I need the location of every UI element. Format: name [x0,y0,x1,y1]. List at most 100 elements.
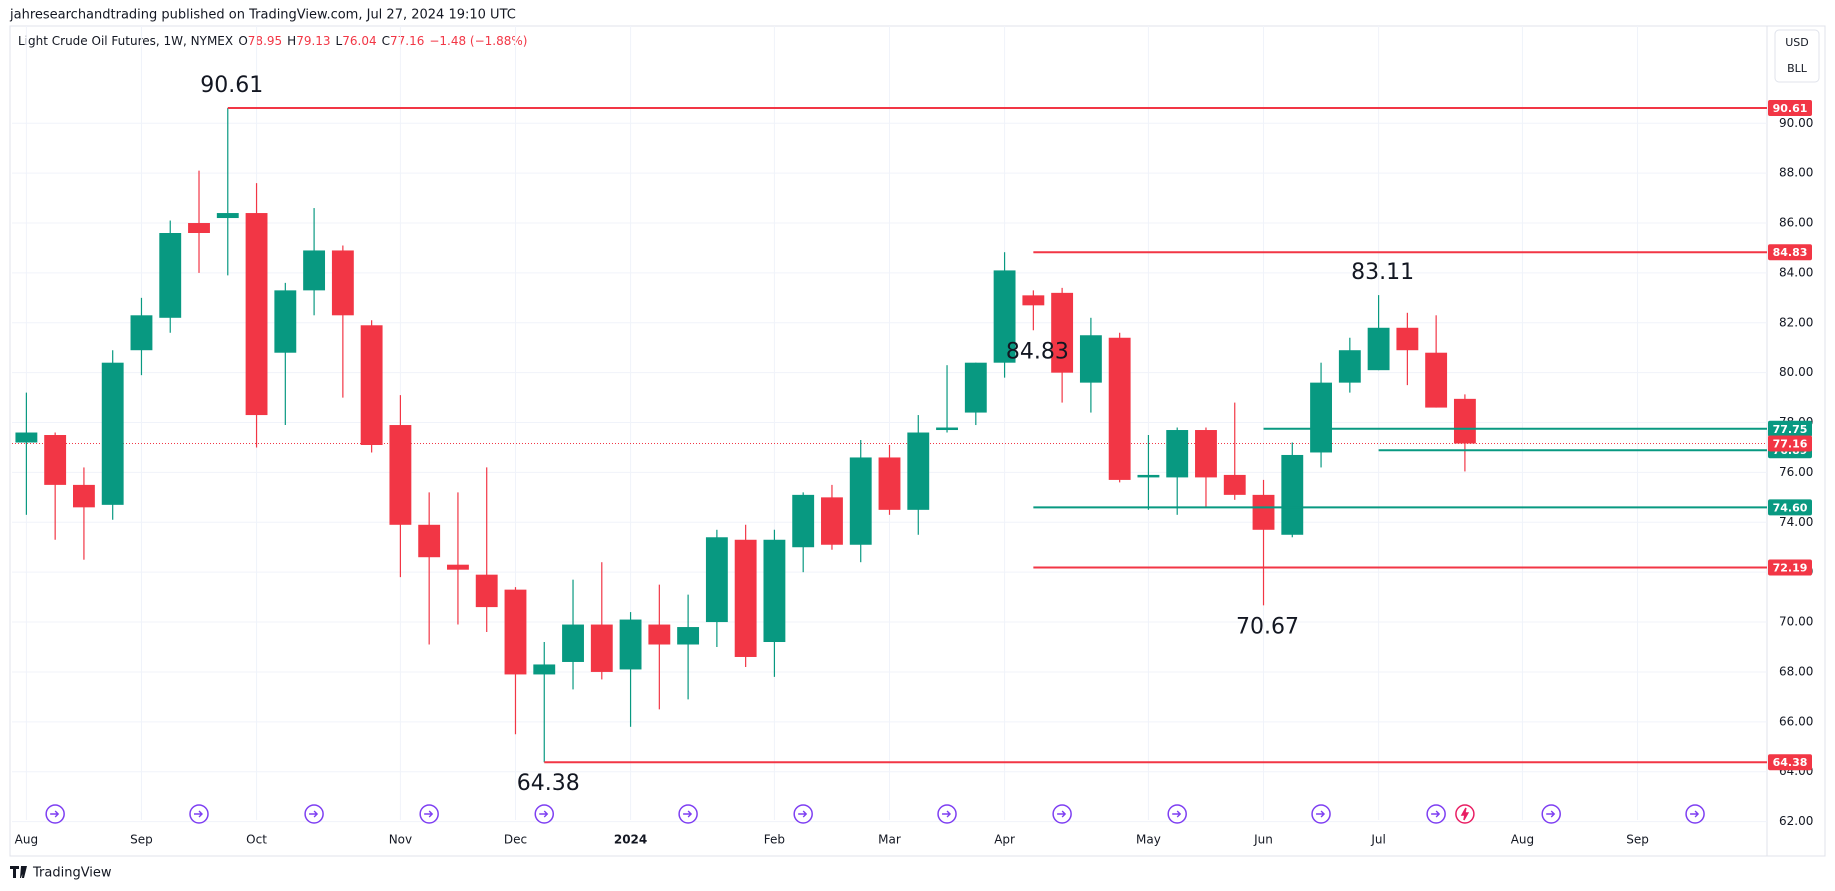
footer-brand: TradingView [32,866,112,881]
candle-body [878,457,901,510]
candle-body [590,624,613,672]
candle-body [619,619,642,670]
x-tick-label: Dec [504,833,527,847]
candle-body [15,432,38,443]
candle-body [1338,350,1361,383]
event-icon-glyph [424,810,434,818]
y-tick-label: 90.00 [1779,116,1813,130]
x-tick-label: Aug [1511,833,1534,847]
candle-body [648,624,671,645]
legend-title: Light Crude Oil Futures, 1W, NYMEX [18,34,233,48]
x-tick-label: Aug [15,833,38,847]
candle-body [188,223,210,233]
candle-body [1425,352,1448,408]
candle-body [159,233,182,318]
candle-body [964,362,987,413]
x-tick-label: Jul [1370,833,1385,847]
candle-body [504,589,527,675]
candle-body [677,627,700,645]
x-tick-label: Sep [130,833,153,847]
candle-body [907,432,930,510]
ohlc-label: O [238,34,247,48]
event-icon-glyph [50,810,60,818]
event-icon-glyph [683,810,693,818]
x-tick-label: Oct [246,833,267,847]
event-icon-glyph [1057,810,1067,818]
candle-body [1195,430,1217,478]
event-icon-glyph [1172,810,1182,818]
annotation: 90.61 [200,73,263,98]
candle-body [1022,295,1045,306]
annotation: 84.83 [1006,339,1069,364]
y-tick-label: 88.00 [1779,166,1813,180]
y-tick-label: 84.00 [1779,265,1813,279]
candle-body [475,574,498,608]
candle-body [705,537,728,623]
unit: BLL [1787,62,1808,75]
event-icon-glyph [942,810,952,818]
price-tag [1768,420,1812,437]
ohlc-label: L [336,34,343,48]
price-tag [1768,499,1812,516]
y-tick-label: 86.00 [1779,216,1813,230]
candle-body [1453,398,1476,444]
candle-body [734,539,757,657]
event-icon-glyph [539,810,549,818]
candle-body [1051,292,1074,373]
y-tick-label: 82.00 [1779,315,1813,329]
candle-body [1396,327,1419,351]
annotation: 64.38 [517,771,580,796]
price-tag [1768,100,1812,117]
publisher: jahresearchandtrading published on Tradi… [9,8,516,23]
candle-body [993,270,1016,363]
price-tag [1768,244,1812,261]
candle-body [562,624,584,662]
event-icon-glyph [798,810,808,818]
candle-body [849,457,872,545]
event-icon-glyph [1316,810,1326,818]
candle-body [1079,335,1102,383]
candle-body [389,425,412,525]
legend: Light Crude Oil Futures, 1W, NYMEX O78.95… [18,34,527,48]
currency: USD [1785,36,1809,49]
price-tag-label: 72.19 [1773,561,1808,574]
candle-body [72,484,95,508]
event-icon-glyph [1460,807,1470,821]
candle-body [1166,430,1189,478]
price-tag-label: 64.38 [1773,756,1808,769]
currency-box [1774,29,1820,83]
y-tick-label: 62.00 [1779,814,1813,828]
y-tick-label: 74.00 [1779,515,1813,529]
annotation: 70.67 [1236,614,1299,639]
candle-body [101,362,124,505]
candle-body [130,315,153,351]
y-tick-label: 76.00 [1779,465,1813,479]
event-icon-glyph [1546,810,1556,818]
ohlc-value: 78.95 [248,34,282,48]
event-icon-glyph [1690,810,1700,818]
candle-body [1108,337,1131,480]
price-tag [1768,435,1812,452]
x-tick-label: Apr [994,833,1015,847]
x-tick-label: May [1136,833,1161,847]
frame [9,25,1826,857]
x-tick-label: Nov [389,833,412,847]
annotation: 83.11 [1351,260,1414,285]
candle-body [245,213,268,416]
candle-body [792,494,815,548]
x-tick-label: Jun [1253,833,1273,847]
price-tag-label: 77.16 [1773,437,1808,450]
candle-body [360,325,383,445]
candle-body [1281,454,1304,535]
candle-body [303,250,326,291]
candle-body [216,213,239,219]
candle-body [533,664,556,675]
candle-body [821,497,843,545]
event-icon-glyph [309,810,319,818]
y-tick-label: 68.00 [1779,664,1813,678]
candle-body [418,524,441,558]
event-icon-glyph [1431,810,1441,818]
price-tag [1768,754,1812,771]
x-tick-label: Feb [764,833,785,847]
